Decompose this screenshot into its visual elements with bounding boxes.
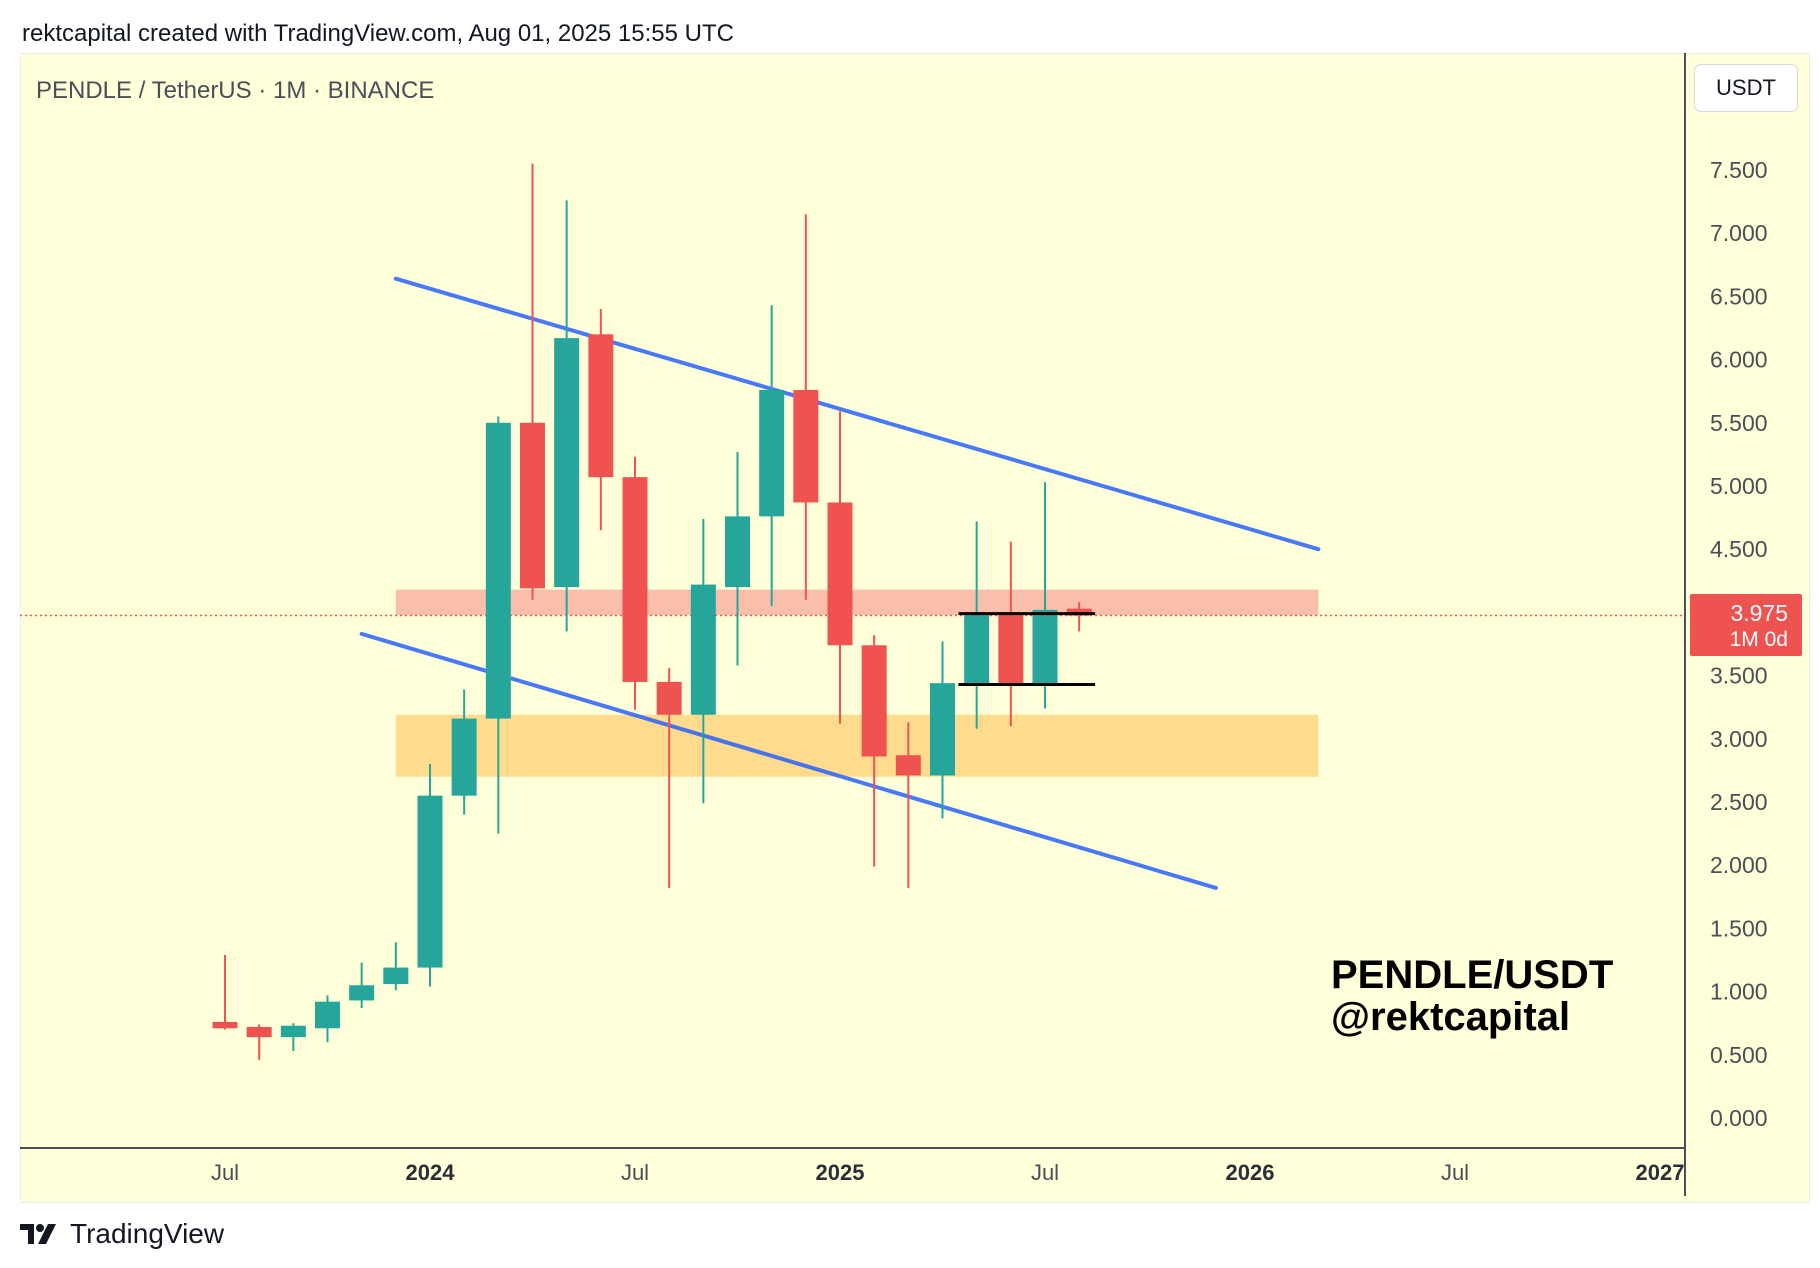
candle-body [690, 584, 716, 715]
candle-2023-07-01 [212, 954, 238, 1030]
price-tick-label: 1.000 [1710, 979, 1768, 1005]
candle-2025-05-01 [964, 521, 990, 729]
candle-body [349, 985, 375, 1001]
candle-body [280, 1025, 306, 1038]
candle-body [622, 477, 648, 682]
annotation-handle: @rektcapital [1331, 995, 1571, 1039]
time-tick-label: 2025 [816, 1160, 865, 1185]
candle-2024-01-01 [417, 764, 443, 987]
candle-2024-04-01 [520, 163, 545, 600]
candle-2025-04-01 [930, 641, 955, 819]
candle-2025-02-01 [861, 635, 887, 867]
candle-body [383, 967, 409, 985]
support-zone [395, 714, 1319, 777]
time-tick-label: 2024 [406, 1160, 456, 1185]
candle-2024-12-01 [793, 214, 819, 600]
last-price-value: 3.975 [1730, 600, 1788, 626]
candle-2024-10-01 [725, 451, 750, 666]
candle-body [315, 1001, 340, 1029]
upper-trendline [393, 276, 1321, 552]
candle-body [895, 755, 921, 776]
price-tick-label: 0.500 [1710, 1042, 1768, 1068]
time-tick-label: Jul [1031, 1160, 1059, 1185]
candles-layer [212, 163, 1092, 1060]
time-tick-label: 2027 [1636, 1160, 1685, 1185]
candle-2023-12-01 [383, 942, 409, 991]
currency-button[interactable]: USDT [1694, 64, 1798, 112]
candle-2023-10-01 [315, 995, 340, 1043]
candle-body [656, 681, 682, 715]
candle-body [998, 613, 1024, 684]
symbol-title: PENDLE / TetherUS · 1M · BINANCE [36, 77, 435, 104]
time-tick-label: Jul [211, 1160, 239, 1185]
candle-body [827, 502, 853, 646]
chart-annotation: PENDLE/USDT @rektcapital [1331, 954, 1613, 1038]
candle-2023-09-01 [280, 1023, 306, 1052]
candle-timer: 1M 0d [1729, 628, 1788, 651]
last-price-badge: 3.975 1M 0d [1690, 594, 1802, 656]
tradingview-logo-icon [20, 1224, 56, 1244]
price-tick-label: 1.500 [1710, 915, 1768, 941]
candle-body [759, 389, 785, 517]
candle-body [964, 613, 990, 684]
candle-2024-02-01 [451, 689, 477, 815]
candle-2025-01-01 [827, 411, 853, 724]
candle-2023-08-01 [246, 1024, 272, 1060]
candle-body [212, 1021, 238, 1029]
price-tick-label: 3.000 [1710, 726, 1768, 752]
resistance-zone [395, 589, 1319, 615]
annotation-pair: PENDLE/USDT [1331, 953, 1614, 997]
candle-2023-11-01 [349, 962, 375, 1009]
candle-body [930, 683, 955, 776]
candle-2025-08-01 [1066, 602, 1092, 632]
candle-2024-06-01 [588, 309, 614, 531]
candle-body [417, 795, 443, 968]
price-tick-label: 6.000 [1710, 347, 1768, 373]
candle-body [554, 338, 580, 588]
candle-body [451, 718, 477, 796]
candle-2024-09-01 [690, 518, 716, 804]
price-tick-label: 2.500 [1710, 789, 1768, 815]
attribution-header: rektcapital created with TradingView.com… [22, 20, 734, 47]
candle-2025-07-01 [1032, 482, 1058, 709]
price-tick-label: 0.000 [1710, 1105, 1768, 1131]
axes-layer: 0.000 0.500 1.000 1.500 2.000 2.500 3.000 3.500… [20, 53, 1768, 1200]
candle-2024-03-01 [485, 416, 511, 834]
axis-corner-mask [1687, 1150, 1727, 1200]
candle-2024-05-01 [554, 200, 580, 632]
price-tick-label: 6.500 [1710, 283, 1768, 309]
candle-body [861, 645, 887, 757]
candle-body [725, 516, 750, 588]
candle-body [1066, 608, 1092, 616]
candle-body [1032, 609, 1058, 684]
tradingview-brand[interactable]: TradingView [20, 1218, 224, 1250]
zones-layer [395, 589, 1319, 777]
candle-2024-11-01 [759, 305, 785, 607]
candle-2025-06-01 [998, 541, 1024, 727]
price-tick-label: 2.000 [1710, 852, 1768, 878]
time-tick-label: Jul [621, 1160, 649, 1185]
candle-body [246, 1026, 272, 1038]
price-tick-label: 3.500 [1710, 663, 1768, 689]
candle-body [793, 389, 819, 503]
candle-body [485, 422, 511, 719]
candle-body [588, 334, 614, 478]
price-tick-label: 7.500 [1710, 157, 1768, 183]
time-tick-label: 2026 [1226, 1160, 1275, 1185]
price-tick-label: 5.500 [1710, 410, 1768, 436]
brand-label: TradingView [70, 1218, 225, 1249]
candle-2025-03-01 [895, 722, 921, 888]
currency-label: USDT [1716, 75, 1776, 100]
price-tick-label: 4.500 [1710, 536, 1768, 562]
price-tick-label: 5.000 [1710, 473, 1768, 499]
time-tick-label: Jul [1441, 1160, 1469, 1185]
candle-body [520, 422, 545, 589]
candle-2024-07-01 [622, 456, 648, 710]
candle-2024-08-01 [656, 668, 682, 888]
price-tick-label: 7.000 [1710, 220, 1768, 246]
range-lines-layer [958, 612, 1096, 686]
